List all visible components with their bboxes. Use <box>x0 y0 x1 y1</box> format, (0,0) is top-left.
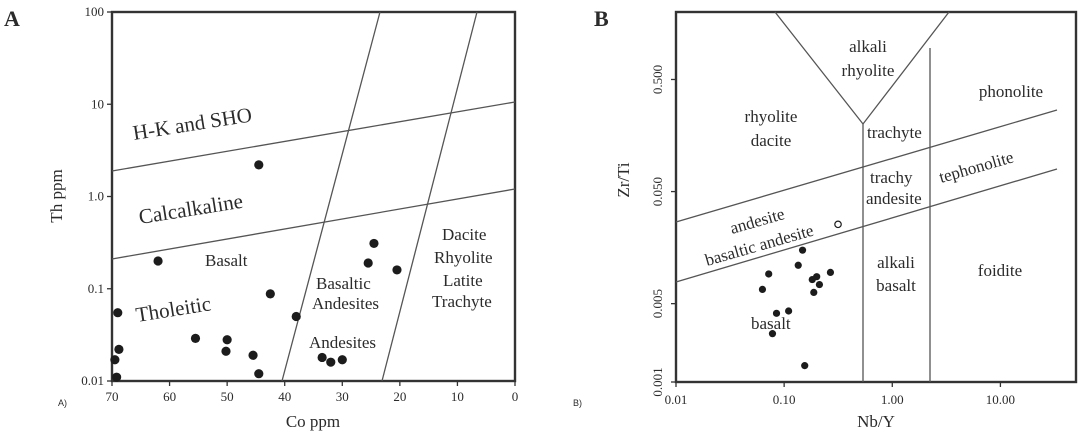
field-label: phonolite <box>979 82 1043 101</box>
y-tick-label: 0.001 <box>650 367 665 396</box>
boundary-andesite-basalt <box>675 168 1058 283</box>
x-tick-label: 10.00 <box>986 392 1015 407</box>
x-tick-label: 10 <box>451 389 464 404</box>
boundary-calcalkaline-tholeitic <box>111 188 516 260</box>
panel-b-y-axis-title: Zr/Ti <box>614 162 633 198</box>
x-tick-label: 20 <box>393 389 406 404</box>
boundary-hk-calcalkaline <box>111 101 516 172</box>
panel-a-sub-label: A) <box>58 398 67 408</box>
data-point <box>221 346 231 356</box>
field-label: Basaltic <box>316 274 371 293</box>
panel-b-letter: B <box>594 6 609 31</box>
field-label: alkali <box>849 37 887 56</box>
field-label: Calcalkaline <box>137 189 244 229</box>
field-label: Andesites <box>309 333 376 352</box>
data-point <box>114 344 124 355</box>
panel-b-plot: 0.01 0.10 1.00 10.00 0.001 0.005 0.050 0.500 al… <box>650 10 1078 407</box>
panel-b-sub-label: B) <box>573 398 582 408</box>
x-tick-label: 0 <box>512 389 519 404</box>
y-tick-label: 0.1 <box>88 281 104 296</box>
data-point <box>291 311 301 322</box>
data-point <box>112 372 122 382</box>
field-label: foidite <box>978 261 1022 280</box>
data-point <box>794 261 802 269</box>
boundary-andesite-dacite <box>381 11 478 382</box>
data-point <box>785 307 793 315</box>
field-label: trachy <box>870 168 913 187</box>
y-tick-label: 0.500 <box>650 65 665 94</box>
data-point <box>810 288 818 297</box>
data-point <box>326 357 336 367</box>
x-tick-label: 0.01 <box>665 392 688 407</box>
data-point <box>317 352 327 363</box>
x-tick-label: 60 <box>163 389 176 404</box>
field-label: Tholeitic <box>134 291 213 327</box>
field-label: basalt <box>876 276 916 295</box>
field-label: andesite <box>866 189 922 208</box>
field-label: Trachyte <box>432 292 492 311</box>
data-point <box>765 270 773 278</box>
data-point <box>798 246 807 254</box>
data-point <box>808 275 816 284</box>
panel-a-letter: A <box>4 6 20 31</box>
y-tick-label: 100 <box>85 4 105 19</box>
data-point <box>826 268 835 277</box>
data-point <box>222 335 232 345</box>
field-label: tephonolite <box>937 147 1016 186</box>
panel-b-frame <box>674 10 1078 384</box>
x-tick-label: 40 <box>278 389 291 404</box>
panel-a-frame <box>110 10 517 383</box>
field-label: rhyolite <box>745 107 798 126</box>
x-tick-label: 0.10 <box>773 392 796 407</box>
data-point <box>190 333 201 343</box>
boundary-basalt-basaltic-andesite <box>281 11 381 382</box>
x-tick-label: 70 <box>106 389 119 404</box>
y-tick-label: 0.01 <box>81 373 104 388</box>
field-label: Andesites <box>312 294 379 313</box>
x-tick-label: 50 <box>221 389 234 404</box>
panel-a-y-axis-title: Th ppm <box>47 169 66 222</box>
data-point <box>337 355 347 365</box>
field-label: rhyolite <box>842 61 895 80</box>
field-label: alkali <box>877 253 915 272</box>
data-point <box>113 308 123 318</box>
data-point <box>110 355 120 365</box>
data-point <box>153 256 163 266</box>
data-point <box>254 160 264 170</box>
boundary-rhyolite-andesite <box>675 109 1058 223</box>
field-label: dacite <box>751 131 792 150</box>
y-tick-label: 0.005 <box>650 289 665 318</box>
data-point <box>815 280 824 289</box>
field-label: basalt <box>751 314 791 333</box>
field-label: Basalt <box>205 251 248 270</box>
x-tick-label: 30 <box>336 389 349 404</box>
data-point <box>369 238 379 249</box>
y-tick-label: 10 <box>91 96 104 111</box>
data-point <box>265 289 275 299</box>
field-label: Rhyolite <box>434 248 493 267</box>
field-label: trachyte <box>867 123 922 142</box>
data-point <box>772 309 781 317</box>
data-point <box>801 362 809 370</box>
field-label: Dacite <box>442 225 486 244</box>
panel-b-x-axis-title: Nb/Y <box>857 412 895 431</box>
data-point <box>254 369 264 379</box>
data-point <box>758 285 767 294</box>
x-tick-label: 1.00 <box>881 392 904 407</box>
panel-a-x-axis-title: Co ppm <box>286 412 340 431</box>
field-label: Latite <box>443 271 483 290</box>
data-point <box>392 265 402 275</box>
field-label: H-K and SHO <box>131 102 253 145</box>
open-data-point <box>834 220 842 229</box>
y-tick-label: 1.0 <box>88 189 104 204</box>
data-point <box>768 330 777 338</box>
y-tick-label: 0.050 <box>650 177 665 206</box>
data-point <box>248 350 258 360</box>
data-point <box>363 258 373 268</box>
